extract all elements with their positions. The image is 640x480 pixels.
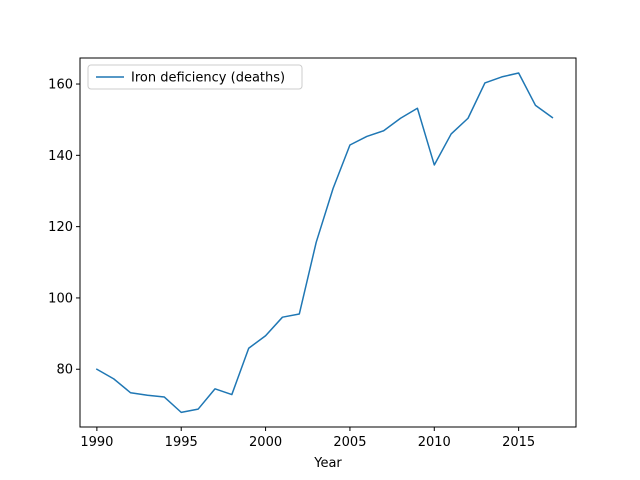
plot-area <box>80 58 576 427</box>
x-tick-label: 2010 <box>418 435 451 450</box>
legend-box <box>87 64 303 90</box>
y-tick-label: 140 <box>48 149 73 164</box>
y-tick-label: 80 <box>56 363 73 378</box>
y-tick-label: 100 <box>48 291 73 306</box>
y-tick-label: 120 <box>48 220 73 235</box>
series-line-iron-deficiency <box>95 72 554 414</box>
x-tick-label: 2005 <box>333 435 366 450</box>
y-axis: 80 100 120 140 160 <box>48 78 80 378</box>
legend: Iron deficiency (deaths) <box>87 64 303 90</box>
x-tick-label: 2015 <box>502 435 535 450</box>
x-axis: 1990 1995 2000 2005 2010 2015 <box>80 427 535 450</box>
x-tick-label: 1990 <box>80 435 113 450</box>
x-tick-label: 2000 <box>249 435 282 450</box>
x-tick-label: 1995 <box>165 435 198 450</box>
y-tick-label: 160 <box>48 78 73 93</box>
legend-label: Iron deficiency (deaths) <box>131 71 285 86</box>
x-axis-label: Year <box>313 456 342 471</box>
plot-frame <box>79 57 577 428</box>
series-layer <box>95 72 554 414</box>
